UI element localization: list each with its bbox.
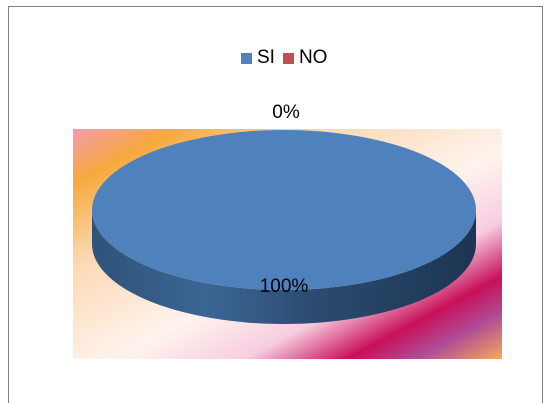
legend-label-si: SI: [257, 47, 275, 68]
legend-item-no: NO: [282, 47, 328, 69]
legend-item-si: SI: [241, 47, 275, 69]
legend-swatch-no: [282, 52, 294, 64]
data-label-no: 0%: [272, 102, 300, 123]
pie-slice-si: [92, 130, 476, 290]
chart-legend: SI NO: [241, 47, 335, 69]
legend-label-no: NO: [298, 47, 328, 68]
data-label-si: 100%: [260, 276, 309, 297]
pie-slice-side-si: [92, 210, 476, 324]
legend-swatch-si: [241, 52, 252, 64]
